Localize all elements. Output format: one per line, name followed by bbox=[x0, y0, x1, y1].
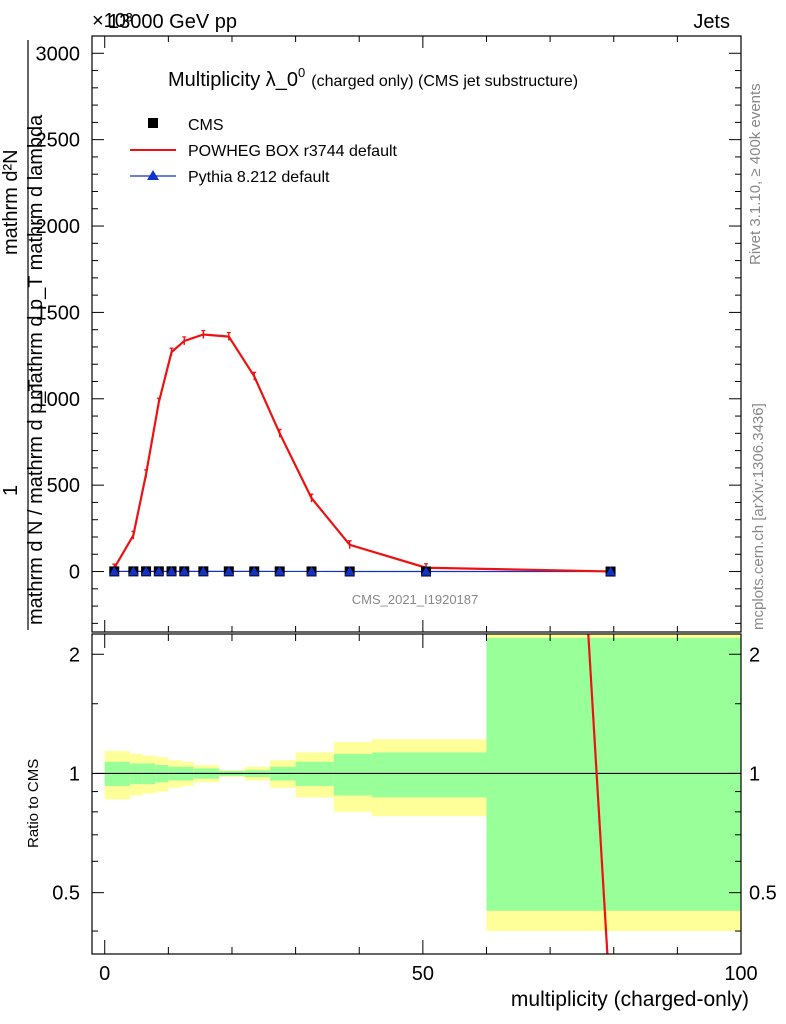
main-y-tick-labels: 0 500 1000 1500 2000 2500 3000 bbox=[36, 43, 81, 583]
pythia-point bbox=[306, 566, 317, 576]
chart-title: Multiplicity λ_00 (charged only) (CMS jet… bbox=[168, 65, 578, 91]
ratio-band-green bbox=[333, 753, 372, 796]
x-tick-label: 100 bbox=[724, 963, 757, 985]
ratio-y-tick-label: 1 bbox=[69, 763, 80, 785]
powheg-ratio-line bbox=[587, 633, 609, 955]
pythia-point bbox=[421, 566, 432, 576]
y-tick-label: 500 bbox=[47, 475, 80, 497]
watermark: CMS_2021_I1920187 bbox=[352, 592, 479, 607]
pythia-point bbox=[166, 566, 177, 576]
ratio-y-tick-label: 0.5 bbox=[52, 883, 80, 905]
main-y-ticks bbox=[92, 35, 742, 632]
y-tick-label: 2500 bbox=[36, 130, 81, 152]
x-tick-label: 0 bbox=[99, 963, 110, 985]
ylabel-bottom: mathrm d N / mathrm d p_T bbox=[25, 379, 47, 625]
chart-title-tail: (charged only) (CMS jet substructure) bbox=[311, 73, 578, 90]
legend-cms-marker bbox=[148, 118, 158, 128]
pythia-point bbox=[274, 566, 285, 576]
pythia-point bbox=[249, 566, 260, 576]
y-tick-label: 3000 bbox=[36, 43, 81, 65]
ratio-y-tick-label-right: 0.5 bbox=[749, 883, 777, 905]
ratio-y-label: Ratio to CMS bbox=[25, 759, 42, 848]
header-left: 13000 GeV pp bbox=[108, 11, 237, 33]
chart-title-main: Multiplicity λ_0 bbox=[168, 69, 298, 91]
legend-pythia-marker bbox=[147, 170, 159, 180]
ratio-ticks bbox=[92, 634, 742, 954]
pythia-point bbox=[605, 566, 616, 576]
ylabel-mid: mathrm d p_T mathrm d lambda bbox=[25, 114, 47, 400]
x-tick-label: 50 bbox=[412, 963, 434, 985]
ratio-band-green bbox=[486, 637, 741, 911]
ratio-panel: 0.5 0.5 1 1 2 2 0 50 100 Ratio to CMS multiplici… bbox=[25, 633, 777, 1011]
pythia-point bbox=[198, 566, 209, 576]
powheg-line bbox=[113, 333, 611, 573]
pythia-point bbox=[344, 566, 355, 576]
y-tick-label: 2000 bbox=[36, 216, 81, 238]
chart-title-sup: 0 bbox=[298, 65, 305, 80]
ratio-band-green bbox=[371, 752, 487, 798]
ratio-lines bbox=[92, 633, 741, 955]
ratio-y-tick-label: 2 bbox=[69, 644, 80, 666]
ratio-frame bbox=[91, 633, 742, 955]
mcplots-label: mcplots.cern.ch [arXiv:1306.3436] bbox=[750, 403, 767, 630]
main-y-axis-label: mathrm d²N mathrm d p_T mathrm d lambda … bbox=[0, 40, 47, 630]
exponent-label: ×10³ bbox=[92, 10, 133, 32]
rivet-label: Rivet 3.1.10, ≥ 400k events bbox=[747, 83, 764, 265]
ratio-tick-labels: 0.5 0.5 1 1 2 2 0 50 100 bbox=[52, 644, 777, 985]
ratio-bands bbox=[104, 634, 741, 932]
x-axis-label: multiplicity (charged-only) bbox=[511, 988, 749, 1011]
pythia-point bbox=[128, 566, 139, 576]
y-tick-label: 1500 bbox=[36, 302, 81, 324]
legend-pythia-label: Pythia 8.212 default bbox=[188, 169, 330, 186]
legend: CMS POWHEG BOX r3744 default Pythia 8.21… bbox=[130, 117, 398, 186]
pythia-point bbox=[223, 566, 234, 576]
pythia-point bbox=[141, 566, 152, 576]
pythia-point bbox=[179, 566, 190, 576]
ratio-y-tick-label-right: 2 bbox=[749, 644, 760, 666]
ratio-y-tick-label-right: 1 bbox=[749, 763, 760, 785]
main-frame bbox=[91, 35, 742, 633]
legend-cms-label: CMS bbox=[188, 117, 224, 134]
y-tick-label: 0 bbox=[69, 562, 80, 584]
main-panel: 0 500 1000 1500 2000 2500 3000 Multiplicity λ_… bbox=[36, 35, 742, 633]
legend-powheg-label: POWHEG BOX r3744 default bbox=[188, 143, 398, 160]
pythia-point bbox=[153, 566, 164, 576]
ylabel-one: 1 bbox=[0, 485, 22, 496]
y-tick-label: 1000 bbox=[36, 389, 81, 411]
ylabel-top: mathrm d²N bbox=[0, 149, 22, 255]
pythia-point bbox=[109, 566, 120, 576]
header-right: Jets bbox=[693, 11, 730, 33]
main-series bbox=[109, 329, 616, 577]
